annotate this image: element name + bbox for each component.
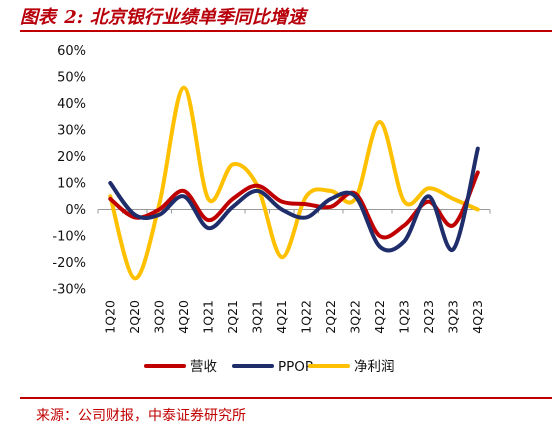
y-tick-label: 50%: [57, 71, 86, 86]
legend-item-ppop: PPOP: [232, 359, 313, 375]
x-tick-label: 1Q21: [200, 300, 215, 334]
legend: 营收 PPOP 净利润: [144, 359, 395, 375]
y-tick-label: 30%: [57, 124, 86, 139]
legend-label: 净利润: [354, 359, 395, 375]
series-lines: [108, 85, 480, 281]
y-tick-label: 20%: [57, 150, 86, 165]
y-tick-label: -10%: [52, 230, 86, 245]
x-tick-label: 1Q22: [298, 300, 313, 334]
source-divider: [20, 397, 552, 399]
legend-label: 营收: [190, 359, 217, 375]
x-tick-label: 1Q23: [396, 300, 411, 334]
series-line-net-profit: [108, 85, 480, 281]
source-note: 来源：公司财报，中泰证券研究所: [36, 408, 246, 424]
line-chart: -30% -20% -10% 0% 10% 20% 30% 40% 50% 60% 1Q20 2Q2…: [52, 44, 491, 375]
y-axis: -30% -20% -10% 0% 10% 20% 30% 40% 50% 60%: [52, 44, 86, 298]
legend-label: PPOP: [278, 359, 313, 375]
figure-title-text: 北京银行业绩单季同比增速: [89, 7, 306, 28]
x-tick-label: 4Q22: [372, 300, 387, 334]
x-tick-label: 1Q20: [102, 300, 117, 334]
x-tick-label: 3Q20: [151, 300, 166, 334]
y-tick-label: 10%: [57, 177, 86, 192]
x-tick-label: 4Q23: [470, 300, 485, 334]
figure-title-prefix: 图表: [20, 7, 56, 28]
x-axis: 1Q20 2Q20 3Q20 4Q20 1Q21 2Q21 3Q21 4Q21 1Q22 2Q22…: [97, 209, 491, 334]
legend-item-net-profit: 净利润: [308, 359, 395, 375]
series-line-ppop: [108, 146, 480, 253]
figure-title-number: 2:: [64, 7, 84, 28]
x-tick-label: 4Q21: [274, 300, 289, 334]
x-tick-label: 2Q23: [421, 300, 436, 334]
x-tick-label: 3Q21: [249, 300, 264, 334]
x-tick-label: 3Q22: [347, 300, 362, 334]
legend-item-revenue: 营收: [144, 359, 217, 375]
y-tick-label: 40%: [57, 97, 86, 112]
x-tick-label: 4Q20: [176, 300, 191, 334]
x-tick-label: 2Q22: [323, 300, 338, 334]
y-tick-label: 60%: [57, 44, 86, 59]
title-divider: [20, 30, 552, 32]
y-tick-label: -20%: [52, 256, 86, 271]
y-tick-label: 0%: [65, 203, 86, 218]
x-tick-label: 3Q23: [445, 300, 460, 334]
y-tick-label: -30%: [52, 283, 86, 298]
x-tick-label: 2Q20: [127, 300, 142, 334]
figure-title: 图表 2: 北京银行业绩单季同比增速: [20, 3, 306, 29]
x-tick-label: 2Q21: [225, 300, 240, 334]
